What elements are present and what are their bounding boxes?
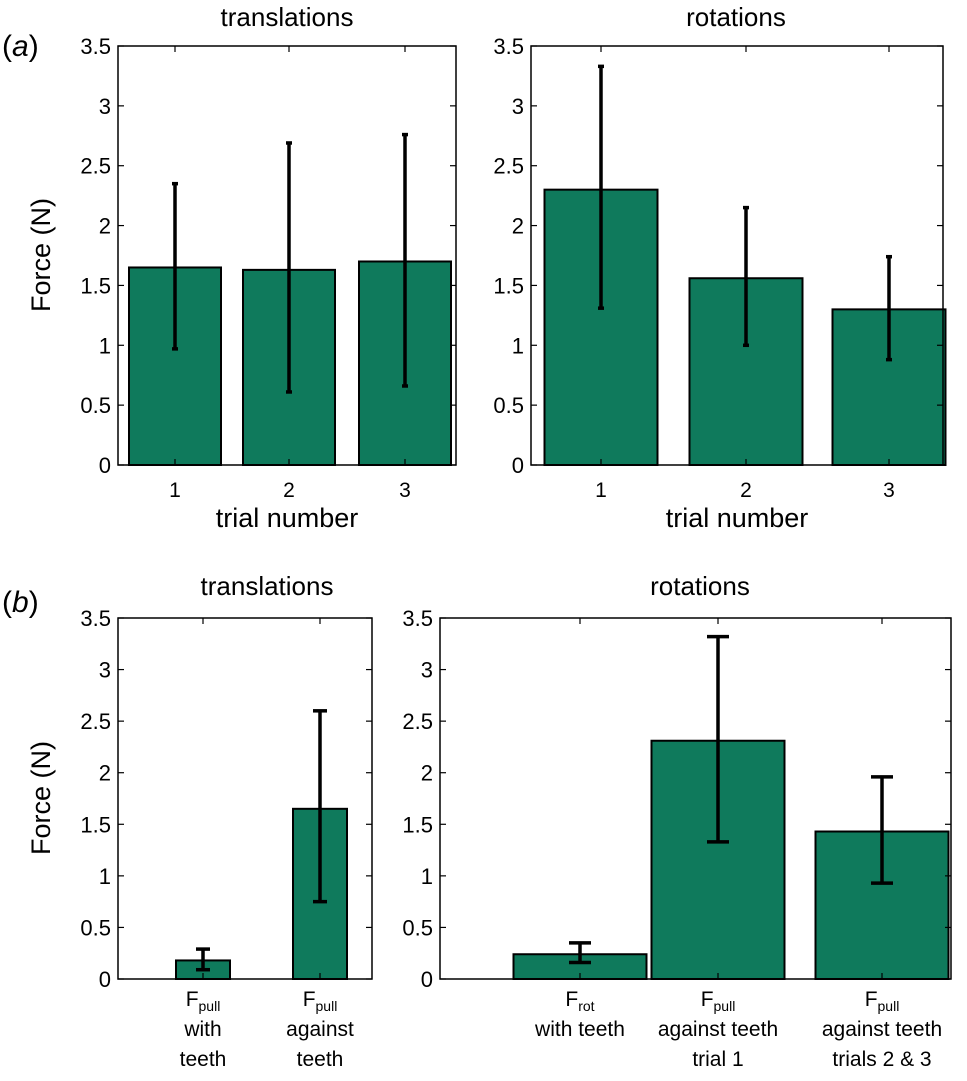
svg-text:trial 1: trial 1 (692, 1048, 743, 1071)
y-tick-label: 3.5 (80, 606, 111, 631)
svg-text:Fpull: Fpull (303, 988, 338, 1014)
y-tick-label: 2 (99, 214, 111, 239)
category-label-2: Fpull against teeth trial 1 (658, 988, 778, 1071)
error-bar-1 (569, 941, 591, 965)
plot-frame (530, 45, 944, 466)
svg-text:teeth: teeth (297, 1048, 344, 1071)
error-bar-3 (886, 254, 892, 362)
svg-text:1: 1 (169, 479, 181, 502)
category-label-3: 3 (883, 479, 895, 502)
svg-text:with: with (183, 1018, 221, 1041)
chart-title: rotations (650, 571, 750, 601)
y-tick-label: 0 (99, 453, 111, 478)
plot-frame (117, 45, 457, 466)
error-bar-2 (707, 634, 729, 844)
y-tick-label: 1.5 (80, 273, 111, 298)
error-bar-3 (871, 775, 893, 885)
plot-frame (117, 617, 373, 980)
svg-text:against teeth: against teeth (658, 1018, 778, 1041)
y-tick-label: 3 (99, 658, 111, 683)
y-tick-label: 0.5 (493, 393, 524, 418)
error-bar-2 (743, 205, 749, 348)
svg-text:against: against (286, 1018, 354, 1041)
panel-letter-b: (b) (2, 586, 39, 619)
svg-text:Fpull: Fpull (186, 988, 221, 1014)
category-label-2: 2 (740, 479, 752, 502)
svg-text:(a): (a) (2, 30, 39, 63)
category-label-1: 1 (169, 479, 181, 502)
plot-frame (439, 617, 952, 980)
chart-a-translations: translations 0 0.5 1 1.5 2 2.5 3 3.5 1 2 3 trial num… (26, 2, 457, 533)
y-tick-label: 1 (99, 864, 111, 889)
svg-text:Frot: Frot (565, 988, 594, 1014)
error-bar-1 (172, 181, 178, 351)
svg-text:trials 2 & 3: trials 2 & 3 (832, 1048, 931, 1071)
chart-title: rotations (686, 2, 786, 32)
chart-b-translations: translations 0 0.5 1 1.5 2 2.5 3 3.5 Fpull with tee… (26, 571, 373, 1071)
y-tick-label: 2 (421, 761, 433, 786)
y-tick-label: 3.5 (80, 34, 111, 59)
error-bar-2 (286, 141, 292, 394)
panel-letter-a: (a) (2, 30, 39, 63)
y-axis-label: Force (N) (26, 198, 56, 312)
error-bar-3 (402, 132, 408, 388)
svg-text:teeth: teeth (180, 1048, 227, 1071)
svg-text:2: 2 (283, 479, 295, 502)
y-tick-label: 0 (421, 967, 433, 992)
y-tick-label: 3 (512, 94, 524, 119)
y-tick-label: 2.5 (80, 154, 111, 179)
y-tick-label: 1.5 (80, 812, 111, 837)
category-label-1: Fpull with teeth (180, 988, 227, 1071)
category-label-3: Fpull against teeth trials 2 & 3 (822, 988, 942, 1071)
y-tick-label: 2.5 (493, 154, 524, 179)
svg-text:3: 3 (399, 479, 411, 502)
svg-text:with teeth: with teeth (534, 1018, 625, 1041)
y-tick-label: 1.5 (493, 273, 524, 298)
y-tick-label: 2.5 (80, 709, 111, 734)
y-tick-label: 0.5 (402, 915, 433, 940)
y-tick-label: 3.5 (493, 34, 524, 59)
svg-text:Fpull: Fpull (865, 988, 900, 1014)
error-bar-1 (196, 947, 210, 972)
y-tick-label: 1 (512, 333, 524, 358)
x-axis-label: trial number (216, 503, 359, 533)
y-tick-label: 3 (99, 94, 111, 119)
y-tick-label: 3 (421, 658, 433, 683)
y-tick-label: 1 (421, 864, 433, 889)
category-label-1: Frot with teeth (534, 988, 625, 1041)
y-tick-label: 2 (512, 214, 524, 239)
y-tick-label: 0 (512, 453, 524, 478)
chart-a-rotations: rotations 0 0.5 1 1.5 2 2.5 3 3.5 1 2 3 trial number (493, 2, 947, 533)
chart-title: translations (221, 2, 354, 32)
category-label-2: Fpull against teeth (286, 988, 354, 1071)
chart-title: translations (201, 571, 334, 601)
x-axis-label: trial number (666, 503, 809, 533)
y-tick-label: 1 (99, 333, 111, 358)
y-tick-label: 0.5 (80, 915, 111, 940)
svg-text:(b): (b) (2, 586, 39, 619)
svg-text:1: 1 (595, 479, 607, 502)
category-label-2: 2 (283, 479, 295, 502)
svg-text:against teeth: against teeth (822, 1018, 942, 1041)
y-tick-label: 3.5 (402, 606, 433, 631)
error-bar-2 (313, 709, 327, 904)
category-label-1: 1 (595, 479, 607, 502)
svg-text:3: 3 (883, 479, 895, 502)
category-label-3: 3 (399, 479, 411, 502)
svg-text:2: 2 (740, 479, 752, 502)
y-tick-label: 2 (99, 761, 111, 786)
y-tick-label: 1.5 (402, 812, 433, 837)
error-bar-1 (598, 64, 604, 310)
y-tick-label: 0 (99, 967, 111, 992)
y-tick-label: 2.5 (402, 709, 433, 734)
y-tick-label: 0.5 (80, 393, 111, 418)
y-axis-label: Force (N) (26, 741, 56, 855)
svg-text:Fpull: Fpull (701, 988, 736, 1014)
